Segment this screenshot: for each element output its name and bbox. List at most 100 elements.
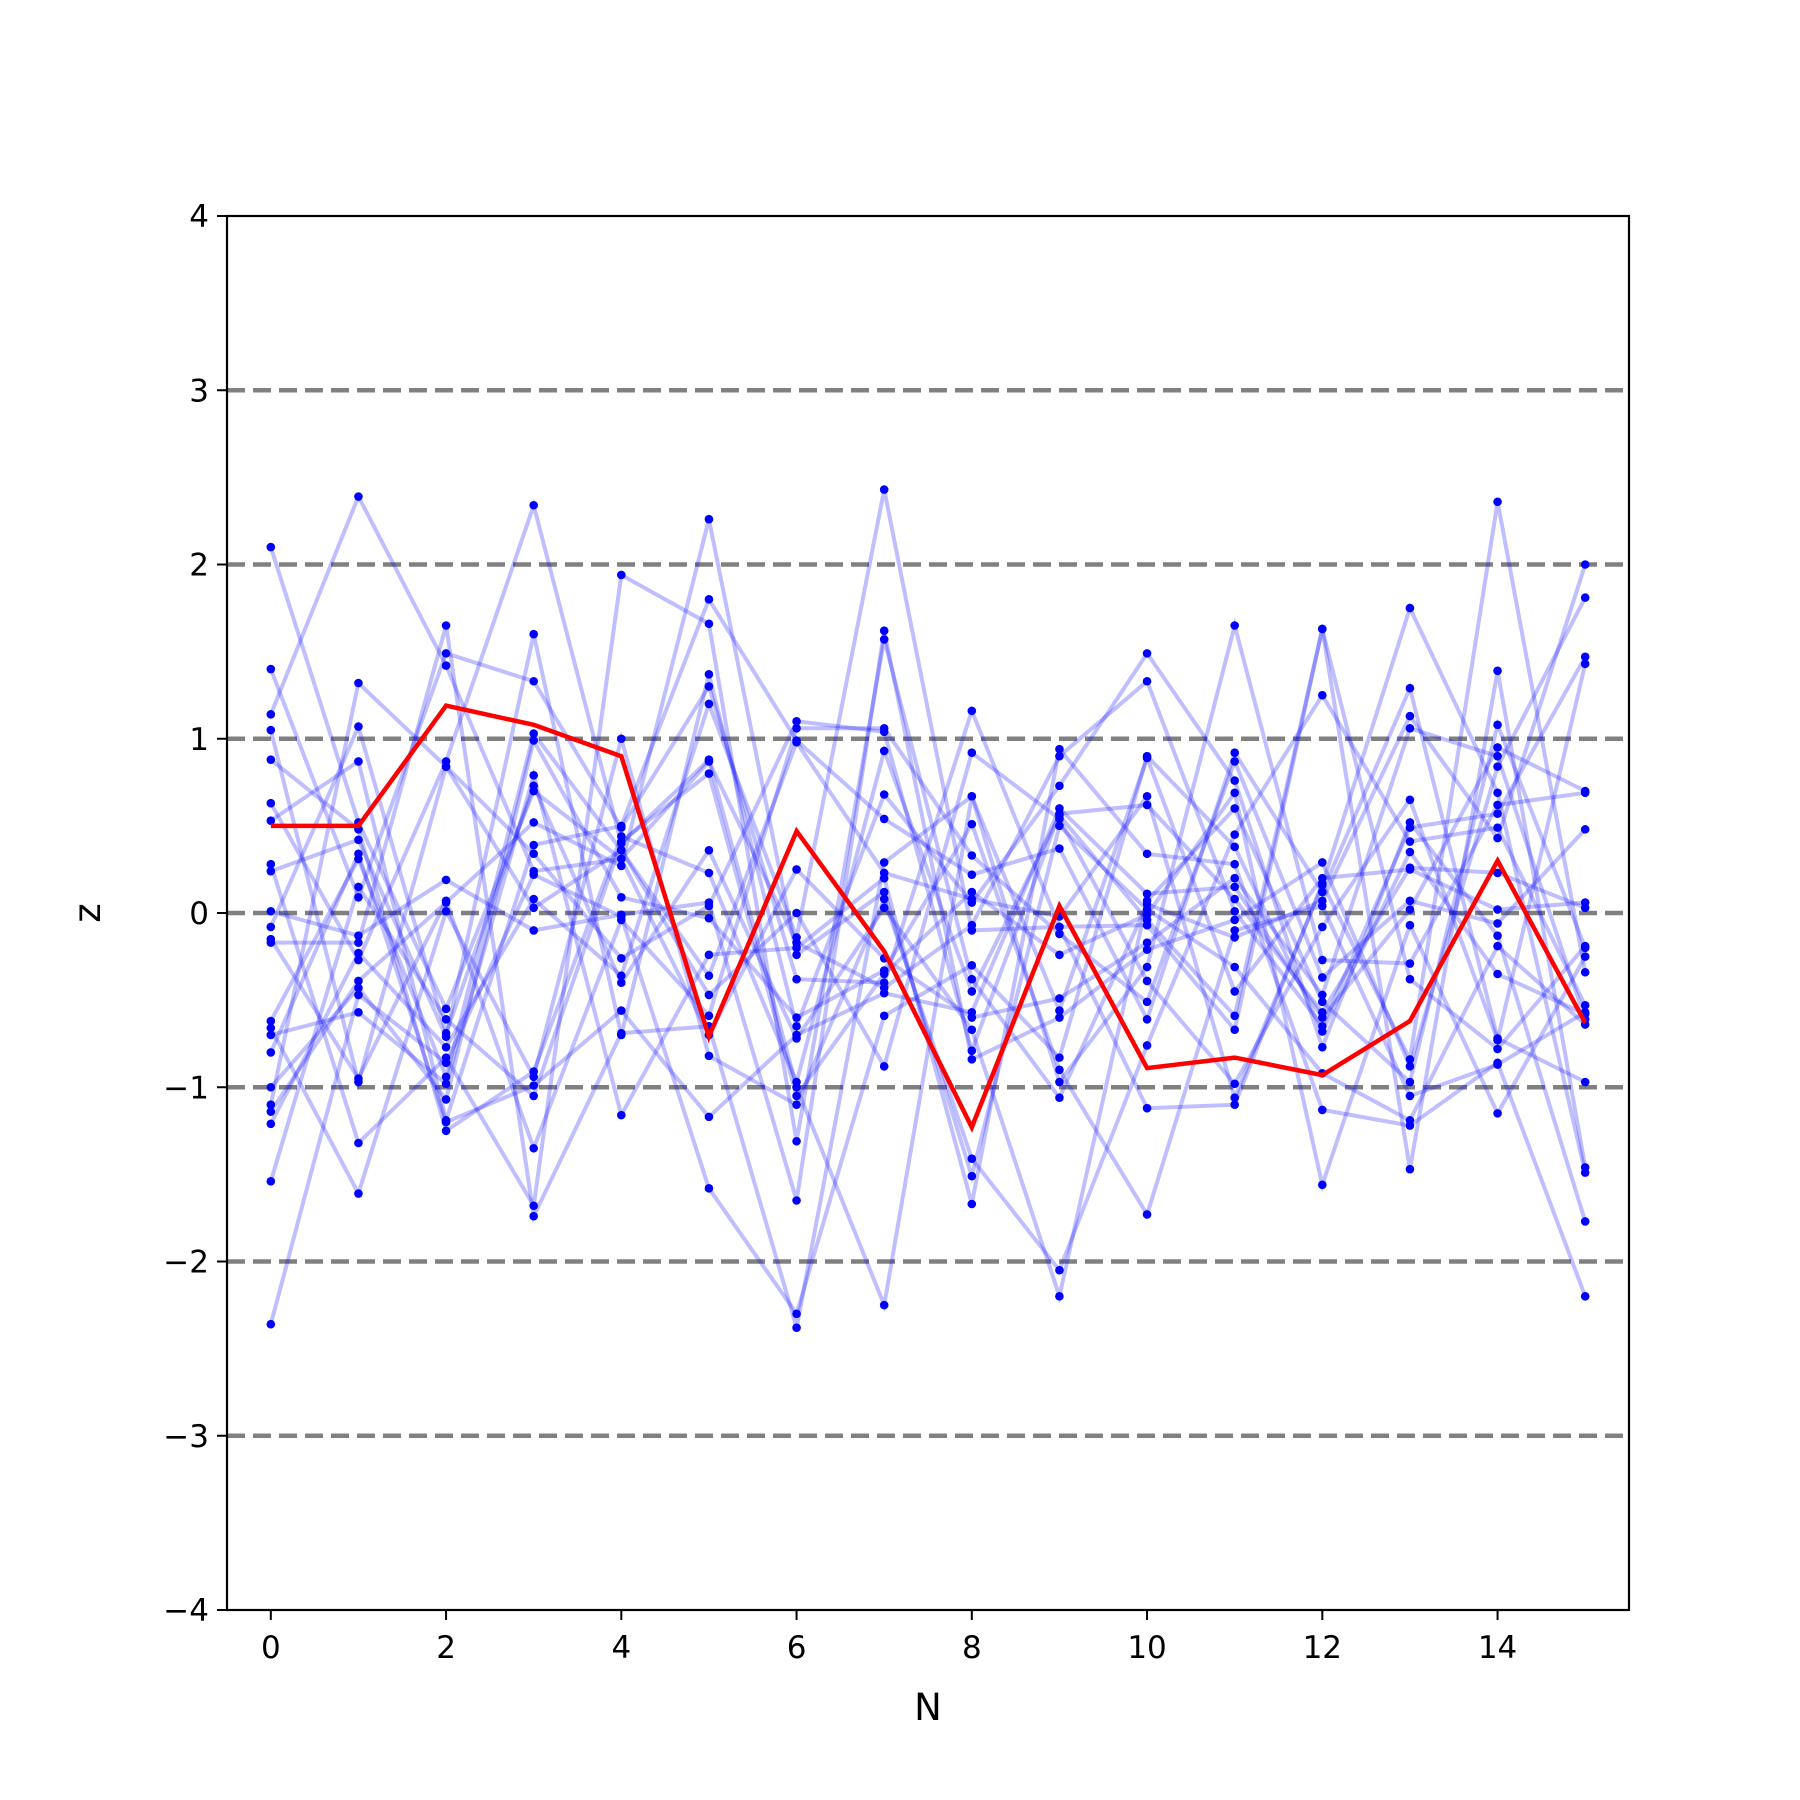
sample-point	[1405, 683, 1415, 693]
sample-point	[617, 734, 626, 744]
sample-point	[1142, 849, 1152, 859]
sample-point	[1055, 844, 1064, 853]
sample-point	[1405, 818, 1415, 827]
sample-point	[1318, 690, 1327, 700]
sample-series-line	[270, 596, 1587, 1202]
sample-point	[441, 1126, 451, 1136]
sample-point	[1493, 833, 1502, 843]
sample-point	[879, 858, 889, 867]
sample-point	[704, 595, 714, 604]
sample-point	[266, 922, 276, 932]
sample-point	[1493, 823, 1502, 832]
sample-point	[879, 903, 889, 913]
sample-point	[529, 818, 538, 827]
sample-point	[354, 938, 363, 947]
sample-point	[266, 1119, 276, 1129]
sample-point	[1142, 889, 1152, 899]
sample-point	[1318, 1105, 1327, 1115]
sample-point	[266, 755, 276, 764]
sample-point	[879, 1300, 889, 1310]
sample-point	[1580, 1168, 1590, 1177]
sample-point	[529, 1211, 538, 1221]
sample-point	[1493, 743, 1502, 752]
sample-point	[354, 882, 363, 892]
sample-point	[792, 717, 801, 726]
sample-point	[266, 859, 276, 869]
sample-point	[529, 1143, 538, 1153]
x-tick-label: 8	[962, 1630, 982, 1666]
sample-point	[792, 1013, 801, 1022]
sample-point	[1055, 744, 1064, 754]
sample-point	[1493, 1060, 1502, 1069]
sample-point	[1493, 905, 1502, 914]
sample-point	[1230, 1093, 1239, 1103]
sample-point	[441, 906, 451, 916]
sample-point	[1580, 1217, 1590, 1226]
sample-point	[529, 840, 538, 850]
highlight-series-line	[270, 703, 1588, 1133]
sample-point	[1580, 659, 1590, 669]
sample-point	[1580, 560, 1590, 569]
sample-point	[967, 1046, 977, 1055]
sample-point	[1230, 830, 1239, 839]
y-tick-label: −1	[163, 1070, 209, 1106]
sample-point	[704, 682, 714, 691]
sample-point	[1580, 652, 1590, 662]
sample-point	[879, 814, 889, 824]
sample-point	[1405, 974, 1415, 984]
sample-point	[792, 908, 801, 918]
sample-point	[1230, 894, 1239, 904]
sample-point	[1580, 1077, 1590, 1087]
sample-point	[354, 722, 363, 731]
sample-point	[1055, 814, 1064, 824]
sample-point	[266, 798, 276, 808]
sample-point	[1493, 1044, 1502, 1054]
sample-point	[967, 1055, 977, 1064]
sample-point	[1230, 748, 1239, 757]
sample-point	[266, 1030, 276, 1040]
sample-point	[879, 746, 889, 756]
x-axis-ticks: 0 2 4 6 8 10 12 14	[261, 1610, 1517, 1666]
sample-point	[1142, 800, 1152, 810]
sample-point	[1493, 1035, 1502, 1045]
sample-point	[1230, 776, 1239, 785]
sample-point	[1405, 847, 1415, 857]
sample-point	[1055, 1093, 1064, 1103]
sample-point	[1493, 800, 1502, 810]
sample-point	[354, 931, 363, 940]
sample-point	[1318, 1013, 1327, 1022]
sample-point	[1230, 1100, 1239, 1109]
sample-point	[1142, 997, 1152, 1007]
sample-point	[1493, 868, 1502, 878]
sample-point	[617, 954, 626, 963]
sample-point	[529, 926, 538, 935]
sample-point	[1230, 788, 1239, 798]
x-tick-label: 14	[1478, 1630, 1517, 1666]
sample-point	[1318, 955, 1327, 965]
sample-point	[1405, 711, 1415, 721]
sample-series-line	[269, 663, 1588, 1088]
sample-point	[1142, 791, 1152, 801]
x-tick-label: 2	[436, 1630, 456, 1666]
sample-point	[879, 485, 889, 494]
sample-point	[441, 1004, 451, 1014]
sample-point	[354, 955, 363, 965]
sample-point	[1580, 967, 1590, 977]
y-tick-label: 1	[189, 722, 209, 758]
sample-point	[967, 987, 977, 996]
sample-series-line	[268, 602, 1588, 1174]
sample-point	[529, 849, 538, 859]
sample-point	[704, 769, 714, 778]
sample-point	[967, 974, 977, 984]
sample-point	[704, 1184, 714, 1193]
sample-point	[967, 960, 977, 970]
sample-point	[1493, 809, 1502, 818]
sample-point	[1055, 994, 1064, 1003]
sample-point	[354, 893, 363, 902]
sample-point	[879, 887, 889, 897]
sample-point	[1142, 976, 1152, 986]
sample-point	[967, 1171, 977, 1181]
sample-point	[1405, 1055, 1415, 1064]
y-tick-label: 2	[189, 548, 209, 584]
